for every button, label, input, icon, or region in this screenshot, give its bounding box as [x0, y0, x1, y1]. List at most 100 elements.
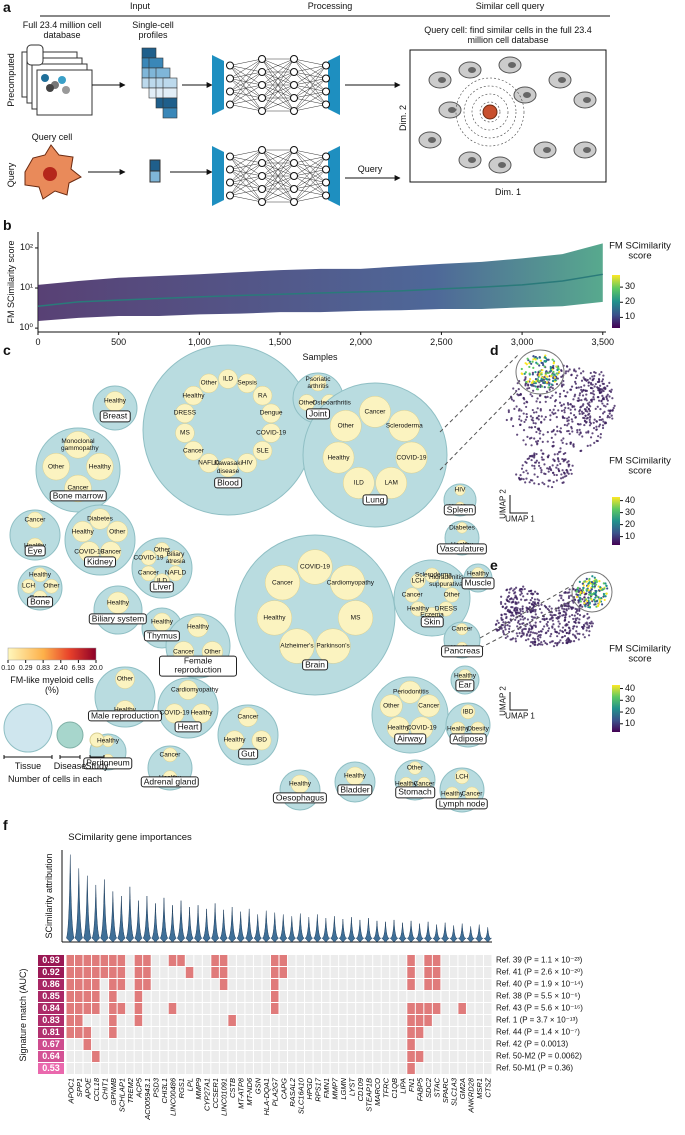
- disease-label: Other: [298, 398, 315, 406]
- cell-point: [550, 632, 553, 636]
- matrix-cell: [185, 1063, 194, 1074]
- tissue-label: Ear: [455, 679, 475, 691]
- cell-point: [587, 407, 590, 411]
- cell-point-highlight: [594, 600, 597, 603]
- matrix-cell: [117, 1039, 126, 1050]
- tissue-label: Spleen: [443, 504, 477, 516]
- matrix-hit: [83, 1039, 92, 1050]
- gene-label: TFRC: [382, 1077, 391, 1098]
- cell-point: [564, 628, 567, 632]
- cell-point: [588, 409, 592, 412]
- cell-point: [522, 633, 525, 636]
- cell-nucleus: [583, 147, 591, 153]
- violin: [432, 924, 441, 943]
- cell-point: [561, 481, 564, 484]
- cell-point: [554, 400, 557, 403]
- matrix-cell: [236, 979, 245, 990]
- cell-point: [589, 398, 593, 402]
- cell-point-highlight: [546, 375, 549, 378]
- cell-point: [572, 640, 576, 643]
- cell-point-highlight: [582, 586, 585, 590]
- disease-label: Healthy: [327, 453, 350, 461]
- violin: [287, 916, 296, 943]
- matrix-hit: [270, 955, 279, 966]
- matrix-cell: [398, 1051, 407, 1062]
- cell-point-highlight: [528, 372, 531, 375]
- cell-point: [595, 428, 598, 431]
- cell-point: [553, 459, 556, 463]
- cell-point-highlight: [579, 591, 582, 594]
- matrix-cell: [305, 1063, 313, 1074]
- matrix-cell: [245, 1015, 253, 1026]
- cell-point: [568, 588, 571, 591]
- cell-point-highlight: [596, 595, 599, 598]
- cell-point: [610, 388, 613, 391]
- cell-point-highlight: [542, 381, 545, 384]
- cell-point: [578, 608, 581, 611]
- cell-point: [597, 396, 600, 399]
- matrix-cell: [202, 1039, 211, 1050]
- matrix-cell: [381, 1015, 390, 1026]
- cell-point: [560, 594, 563, 597]
- cell-point-highlight: [586, 585, 590, 588]
- cell-point: [533, 473, 536, 476]
- cell-point: [564, 372, 567, 375]
- cell-point-highlight: [551, 368, 554, 371]
- cell-point: [515, 597, 519, 601]
- cell-point: [559, 477, 563, 480]
- matrix-cell: [185, 1015, 194, 1026]
- matrix-cell: [288, 955, 296, 966]
- cell-point: [506, 624, 509, 627]
- matrix-hit: [92, 979, 100, 990]
- disease-bubble: [162, 747, 178, 763]
- matrix-cell: [194, 1039, 202, 1050]
- gene-label: SLC16A10: [296, 1077, 305, 1114]
- cell-point: [509, 638, 512, 641]
- cell-point: [524, 376, 527, 379]
- cell-point-highlight: [579, 593, 582, 597]
- cell-point: [576, 428, 579, 432]
- cell-point: [519, 588, 522, 591]
- matrix-cell: [177, 1015, 185, 1026]
- matrix-cell: [347, 991, 356, 1002]
- disease-label: Cancer: [364, 408, 386, 416]
- matrix-cell: [270, 1063, 279, 1074]
- cell-point: [568, 591, 571, 594]
- matrix-cell: [305, 1051, 313, 1062]
- disease-bubble: [86, 452, 114, 481]
- matrix-cell: [458, 955, 466, 966]
- profile-cell: [162, 87, 178, 99]
- cell-point-highlight: [550, 383, 553, 386]
- cell-point: [539, 394, 542, 397]
- cell-point: [546, 430, 549, 434]
- matrix-cell: [211, 979, 219, 990]
- cell-point: [548, 408, 552, 412]
- cell-point: [540, 603, 543, 606]
- matrix-hit: [66, 979, 75, 990]
- cell-point: [532, 421, 535, 425]
- cell-point: [503, 626, 506, 629]
- cell-point: [561, 469, 564, 472]
- matrix-cell: [253, 955, 262, 966]
- cell-point: [581, 394, 585, 397]
- cell-point: [516, 634, 519, 638]
- cell-point: [606, 384, 609, 388]
- cell-point: [540, 415, 543, 418]
- cell-point: [520, 592, 523, 595]
- matrix-cell: [245, 967, 253, 978]
- cell-point: [590, 625, 594, 628]
- cell-point: [531, 464, 534, 467]
- cell-point: [529, 644, 532, 648]
- violin: [142, 895, 152, 943]
- matrix-cell: [466, 1039, 475, 1050]
- matrix-cell: [177, 979, 185, 990]
- matrix-cell: [194, 991, 202, 1002]
- panel-label: d: [490, 342, 499, 358]
- cell-point: [548, 641, 552, 644]
- cell-point: [495, 622, 498, 626]
- cell-point: [546, 624, 549, 627]
- cell-point: [597, 399, 601, 402]
- violin: [261, 910, 271, 943]
- cell-point: [605, 395, 608, 398]
- matrix-cell: [390, 1051, 398, 1062]
